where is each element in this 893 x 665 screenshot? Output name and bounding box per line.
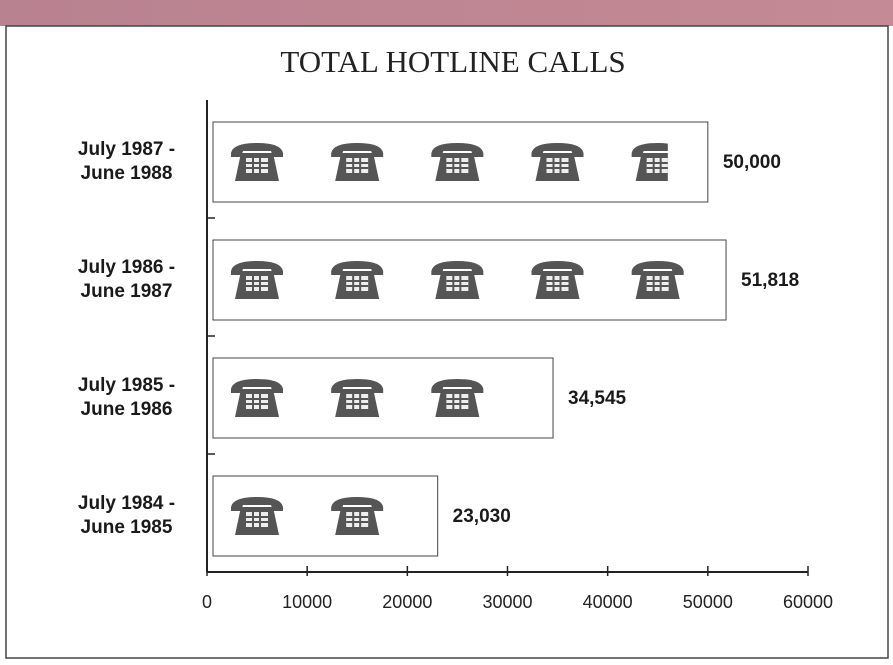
value-label: 50,000 [723,152,781,173]
frame [5,25,889,659]
x-tick-label: 50000 [683,592,733,612]
category-label: July 1984 - June 1985 [77,493,176,538]
category-label: July 1986 - June 1987 [77,257,176,302]
value-label: 34,545 [568,388,627,409]
x-tick-label: 0 [202,592,212,612]
value-label: 51,818 [741,270,799,291]
x-tick-label: 60000 [783,592,833,612]
header-band [0,0,893,26]
x-tick-label: 20000 [382,592,432,612]
x-tick-label: 10000 [282,592,332,612]
x-tick-label: 40000 [583,592,633,612]
chart-title: TOTAL HOTLINE CALLS [280,44,625,79]
x-tick-label: 30000 [482,592,532,612]
category-label: July 1985 - June 1986 [77,375,176,420]
value-label: 23,030 [453,506,511,527]
category-label: July 1987 - June 1988 [77,139,176,184]
pictogram [230,496,385,536]
